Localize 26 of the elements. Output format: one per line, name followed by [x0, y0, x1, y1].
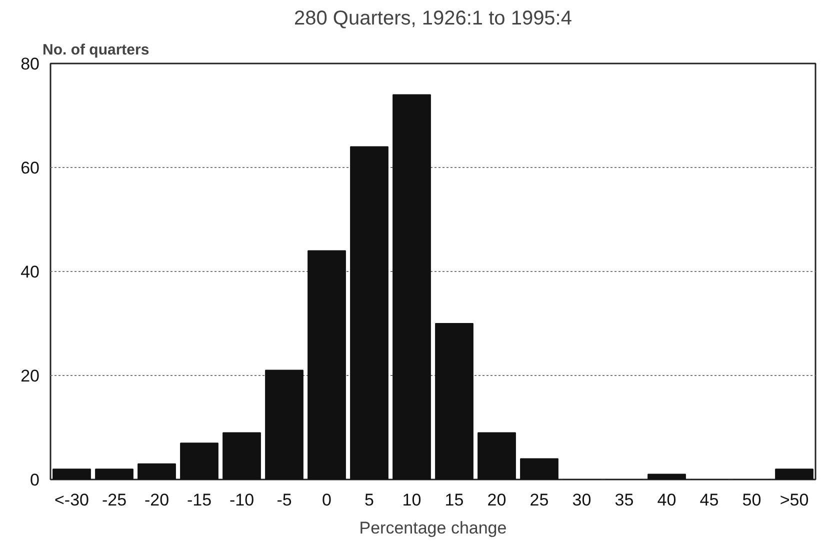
x-tick-label: <-30: [54, 490, 89, 510]
y-tick-label: 80: [20, 54, 40, 74]
x-tick-label: 45: [700, 490, 719, 510]
x-tick-label: 35: [614, 490, 634, 510]
y-tick-label: 0: [30, 470, 40, 490]
x-tick-label: 20: [487, 490, 506, 510]
x-tick-label: -25: [102, 490, 127, 510]
x-axis-title: Percentage change: [359, 518, 507, 538]
x-tick-label: -20: [144, 490, 170, 510]
x-tick-label: 40: [657, 490, 676, 510]
x-tick-label: 25: [530, 490, 549, 510]
x-tick-label: 50: [742, 490, 762, 510]
x-tick-label: 0: [322, 490, 332, 510]
x-tick-label: -5: [276, 490, 292, 510]
chart-title: 280 Quarters, 1926:1 to 1995:4: [294, 8, 572, 30]
y-tick-label: 40: [20, 262, 40, 282]
y-tick-label: 20: [20, 366, 40, 386]
x-tick-label: >50: [780, 490, 809, 510]
x-tick-label: -15: [186, 490, 212, 510]
x-tick-label: -10: [229, 490, 254, 510]
y-axis-title: No. of quarters: [42, 42, 150, 58]
x-tick-label: 15: [444, 490, 464, 510]
y-tick-label: 60: [20, 158, 40, 178]
x-tick-label: 30: [572, 490, 592, 510]
x-tick-label: 10: [402, 490, 422, 510]
x-tick-label: 5: [364, 490, 374, 510]
